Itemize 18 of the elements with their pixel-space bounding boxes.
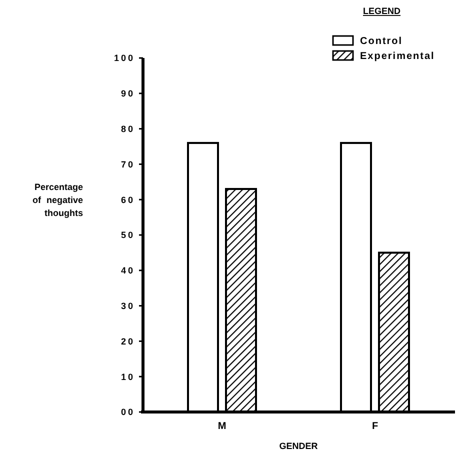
y-tick-label: 30 (120, 300, 135, 311)
x-axis-title: GENDER (279, 441, 318, 451)
y-tick-label: 80 (120, 124, 135, 134)
legend-label: Control (360, 36, 403, 47)
y-tick-label: 20 (120, 336, 135, 346)
y-tick-label: 90 (120, 88, 135, 99)
y-tick-label: 10 (120, 372, 135, 382)
y-tick-label: 50 (120, 230, 135, 240)
y-tick-label: 100 (114, 53, 135, 64)
y-tick-label: 70 (120, 159, 135, 170)
y-tick-label: 60 (120, 194, 135, 205)
x-tick-label: M (218, 421, 226, 432)
legend-label: Experimental (360, 51, 435, 62)
y-tick-label: 00 (120, 407, 135, 418)
x-tick-label: F (372, 421, 378, 432)
y-axis-title: Percentage of negative thoughts (32, 182, 83, 218)
y-tick-label: 40 (120, 266, 135, 276)
legend-title: LEGEND (363, 6, 402, 16)
